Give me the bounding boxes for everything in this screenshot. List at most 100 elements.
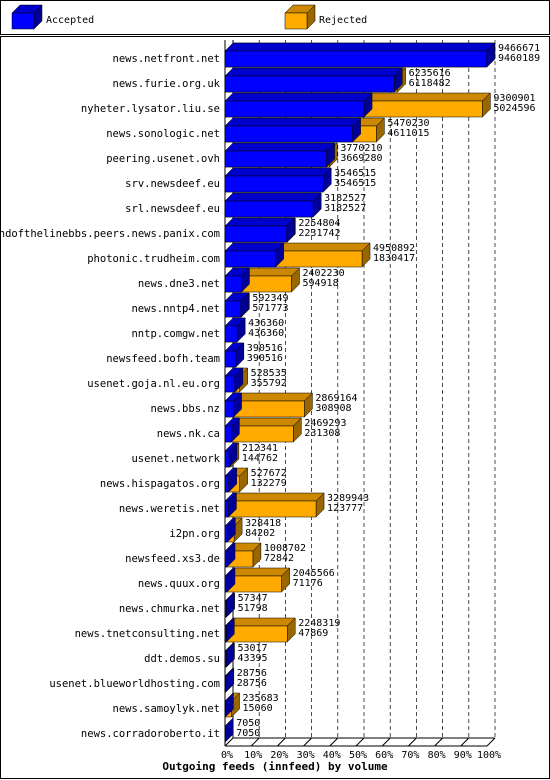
y-tick-label: i2pn.org [169,528,220,540]
bar-front [224,500,317,518]
tick-mark [250,737,260,747]
bar [224,217,296,243]
bar [224,417,241,443]
tick-mark [486,737,496,747]
x-tick-label: 30% [297,750,315,761]
bar [224,617,235,643]
legend-label: Rejected [319,15,367,26]
tick-mark [381,737,391,747]
bar [224,592,236,618]
y-tick-label: srl.newsdeef.eu [125,203,220,215]
bar [224,517,236,543]
bar-top [224,492,325,502]
bar-front [224,450,230,468]
data-label: 4950892 [373,243,415,254]
data-label: 2402230 [302,268,344,279]
data-label: 132279 [251,478,287,489]
data-label: 3546515 [334,178,376,189]
bar-front [224,200,314,218]
bar-front [224,350,237,368]
data-label: 6118482 [409,78,451,89]
y-tick-label: nyheter.lysator.liu.se [81,103,220,115]
x-tick-label: 60% [375,750,393,761]
data-label: 3182527 [324,203,366,214]
data-label: 9460189 [498,53,540,64]
y-tick-label: photonic.trudheim.com [87,253,220,265]
tick-mark [303,737,312,747]
tick-mark [355,737,365,747]
x-tick-label: 10% [244,750,262,761]
bar-front [224,75,395,93]
y-tick-label: usenet.goja.nl.eu.org [87,378,220,390]
data-label: 71176 [293,578,323,589]
legend-swatch [11,4,43,30]
bar-front [284,12,308,30]
legend-frame [0,0,550,35]
bar-top [224,167,332,177]
bar [224,417,302,443]
y-tick-label: news.sonologic.net [106,128,220,140]
data-label: 2248319 [298,618,340,629]
tick-mark [408,737,417,747]
data-label: 5470230 [387,118,429,129]
x-tick-label: 90% [454,750,472,761]
bar-front [224,275,242,293]
bar-top [224,617,296,627]
bar-front [224,575,228,593]
y-tick-label: peering.usenet.ovh [106,153,220,165]
data-label: 571773 [252,303,288,314]
data-label: 47869 [298,628,328,639]
data-label: 2469293 [304,418,346,429]
bar [224,192,322,218]
data-label: 15060 [243,703,273,714]
data-label: 72842 [264,553,294,564]
y-tick-label: nntp.comgw.net [131,328,220,340]
bar [224,117,362,143]
data-label: 7050 [236,728,260,739]
tick-mark [460,737,470,747]
data-label: 43395 [237,653,267,664]
bar [224,367,244,393]
data-label: 9466671 [498,43,540,54]
bar [224,692,235,718]
bar-front [224,150,327,168]
data-label: 212341 [242,443,278,454]
bar-front [224,225,288,243]
data-label: 328418 [245,518,281,529]
data-label: 3182527 [324,193,366,204]
y-tick-label: news.weretis.net [119,503,220,515]
data-label: 592349 [252,293,288,304]
data-label: 57347 [238,593,268,604]
bar [224,317,246,343]
bar-front [224,50,488,68]
bar [224,467,238,493]
bar [224,542,236,568]
bar-top [224,67,403,77]
bar-front [224,375,236,393]
data-label: 436360 [248,328,284,339]
tick-mark [277,737,286,747]
bar-front [224,425,232,443]
bar [224,492,238,518]
data-label: 28756 [237,668,267,679]
bar-front [224,250,276,268]
bar [224,667,235,693]
bar-front [224,500,229,518]
data-label: 231308 [304,428,340,439]
data-label: 84202 [245,528,275,539]
bar-front [224,525,228,543]
tick-mark [329,737,339,747]
data-label: 28756 [237,678,267,689]
bar-front [224,325,238,343]
x-tick-label: 20% [270,750,288,761]
data-label: 6235616 [409,68,451,79]
x-tick-label: 0% [221,750,233,761]
y-tick-label: newsfeed.bofh.team [106,353,220,365]
data-label: 3669280 [340,153,382,164]
y-tick-label: news.furie.org.uk [113,78,221,90]
data-label: 144762 [242,453,278,464]
bar-top [224,217,296,227]
x-tick-label: 70% [401,750,419,761]
y-tick-label: usenet.blueworldhosting.com [49,678,220,690]
data-label: 390516 [247,343,283,354]
